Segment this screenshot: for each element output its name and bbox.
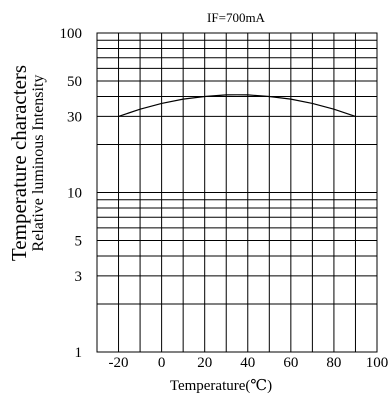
x-tick-label: 40: [240, 355, 255, 371]
x-tick-label: 20: [197, 355, 212, 371]
x-tick-label: 100: [366, 355, 389, 371]
grid: [97, 33, 377, 352]
y-tick-label: 1: [75, 345, 83, 361]
series-line: [118, 94, 356, 117]
x-tick-label: -20: [109, 355, 129, 371]
x-axis-label: Temperature(℃): [170, 378, 272, 394]
y-tick-label: 30: [67, 109, 82, 125]
x-tick-label: 80: [326, 355, 341, 371]
y-axis-label: Temperature characters: [7, 65, 31, 261]
y-tick-label: 50: [67, 74, 82, 90]
chart-title: IF=700mA: [207, 10, 266, 25]
y-tick-label: 10: [67, 186, 82, 202]
x-tick-label: 60: [283, 355, 298, 371]
y-tick-label: 3: [75, 269, 83, 285]
series-layer: [118, 94, 356, 117]
y-tick-label: 5: [75, 234, 83, 250]
x-tick-label: 0: [158, 355, 166, 371]
y-axis-label-secondary: Relative luminous Intensity: [30, 75, 47, 252]
y-tick-label: 100: [60, 26, 83, 42]
plot-frame: [96, 32, 378, 353]
x-axis-ticks: -20 0 20 40 60 80 100: [109, 355, 389, 371]
y-axis-ticks: 1 3 5 10 30 50 100: [60, 26, 83, 361]
